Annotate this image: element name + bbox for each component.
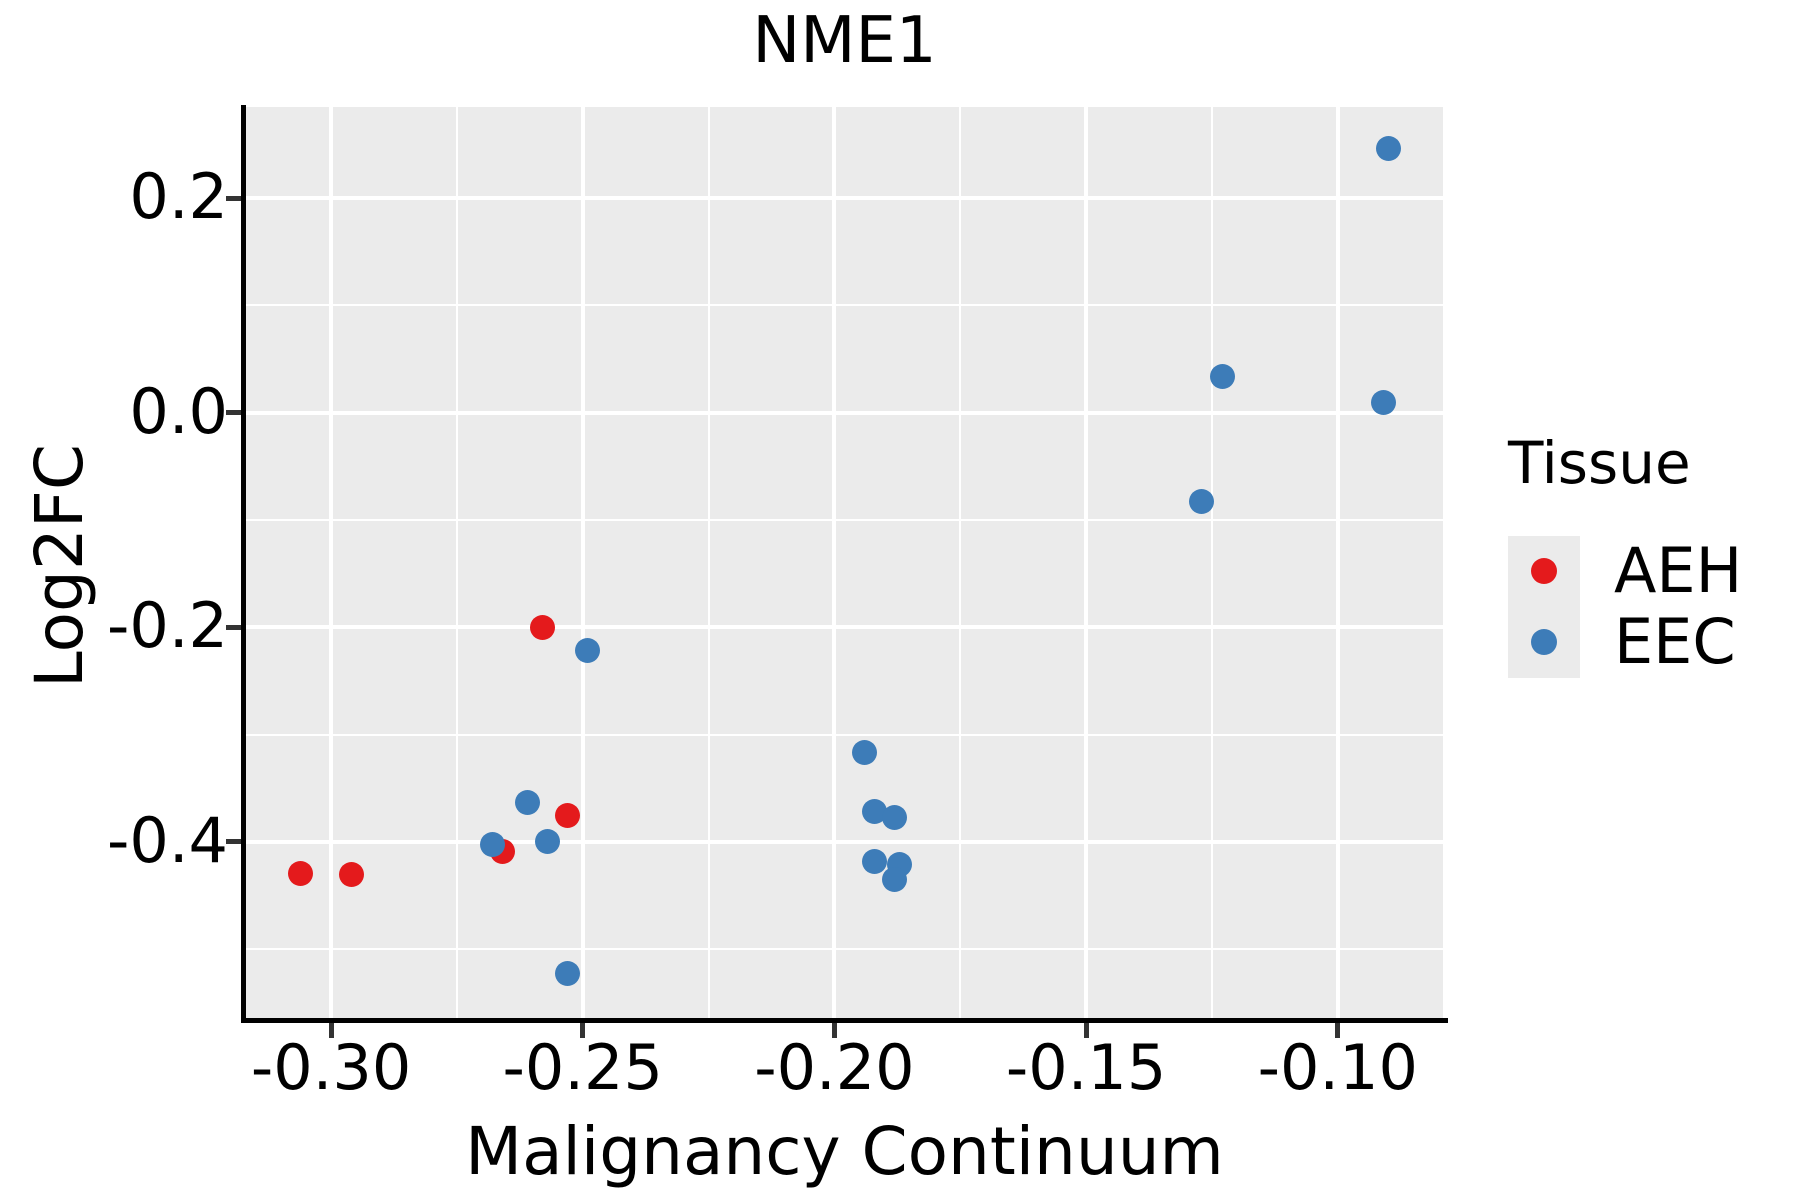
legend-label: AEH xyxy=(1614,534,1743,608)
data-point-eec xyxy=(1209,363,1235,389)
major-gridline-x xyxy=(329,107,334,1020)
major-gridline-x xyxy=(832,107,837,1020)
y-tick xyxy=(226,839,241,845)
x-axis-title: Malignancy Continuum xyxy=(465,1113,1224,1190)
x-tick-label: -0.10 xyxy=(1257,1031,1418,1104)
y-tick-label: 0.0 xyxy=(129,374,228,448)
data-point-eec xyxy=(535,829,560,855)
data-point-eec xyxy=(1375,136,1401,162)
legend-entry-eec: EEC xyxy=(1508,605,1742,679)
x-tick-label: -0.20 xyxy=(754,1031,915,1104)
minor-gridline-y xyxy=(246,304,1443,307)
legend-dot-eec xyxy=(1531,629,1557,656)
y-tick-label: 0.2 xyxy=(129,160,228,234)
major-gridline-x xyxy=(580,107,585,1020)
legend-dot-aeh xyxy=(1531,558,1557,585)
y-tick-label: -0.2 xyxy=(107,589,228,663)
major-gridline-y xyxy=(246,196,1443,201)
x-axis-line xyxy=(241,1018,1448,1023)
major-gridline-y xyxy=(246,410,1443,415)
x-tick xyxy=(580,1023,586,1038)
minor-gridline-x xyxy=(455,107,458,1020)
y-axis-line xyxy=(241,105,246,1023)
major-gridline-y xyxy=(246,625,1443,630)
x-tick xyxy=(1083,1023,1089,1038)
data-point-eec xyxy=(862,848,888,874)
x-tick xyxy=(1335,1023,1341,1038)
plot-title: NME1 xyxy=(752,4,937,78)
data-point-eec xyxy=(882,804,908,830)
data-point-aeh xyxy=(338,861,364,887)
plot-area xyxy=(246,107,1443,1020)
data-point-eec xyxy=(479,831,505,857)
legend-key-background xyxy=(1508,606,1580,678)
legend-title: Tissue xyxy=(1508,429,1691,497)
y-tick xyxy=(226,195,241,201)
x-tick xyxy=(328,1023,334,1038)
data-point-eec xyxy=(852,740,878,766)
legend-entry-aeh: AEH xyxy=(1508,534,1743,608)
minor-gridline-y xyxy=(246,733,1443,736)
x-tick-label: -0.25 xyxy=(502,1031,663,1104)
minor-gridline-y xyxy=(246,519,1443,522)
y-tick xyxy=(226,624,241,630)
major-gridline-x xyxy=(1335,107,1340,1020)
minor-gridline-x xyxy=(1210,107,1213,1020)
data-point-aeh xyxy=(529,614,555,640)
data-point-eec xyxy=(1189,489,1215,515)
data-point-aeh xyxy=(288,860,314,886)
minor-gridline-x xyxy=(707,107,710,1020)
x-tick-label: -0.30 xyxy=(250,1031,412,1104)
data-point-eec xyxy=(555,961,581,987)
legend: Tissue AEH EEC xyxy=(1508,429,1743,679)
legend-rows: AEH EEC xyxy=(1508,534,1743,679)
data-point-eec xyxy=(514,789,540,815)
x-tick xyxy=(831,1023,837,1038)
legend-key-background xyxy=(1508,535,1580,607)
data-point-eec xyxy=(882,866,908,892)
data-point-eec xyxy=(1370,389,1396,415)
major-gridline-x xyxy=(1084,107,1089,1020)
y-tick xyxy=(226,410,241,416)
y-tick-label: -0.4 xyxy=(107,803,228,877)
major-gridline-y xyxy=(246,839,1443,844)
legend-label: EEC xyxy=(1614,605,1736,679)
y-axis-title: Log2FC xyxy=(21,444,98,688)
data-point-eec xyxy=(575,638,601,664)
minor-gridline-x xyxy=(959,107,962,1020)
x-tick-label: -0.15 xyxy=(1005,1031,1167,1104)
minor-gridline-y xyxy=(246,948,1443,951)
data-point-aeh xyxy=(555,802,581,828)
